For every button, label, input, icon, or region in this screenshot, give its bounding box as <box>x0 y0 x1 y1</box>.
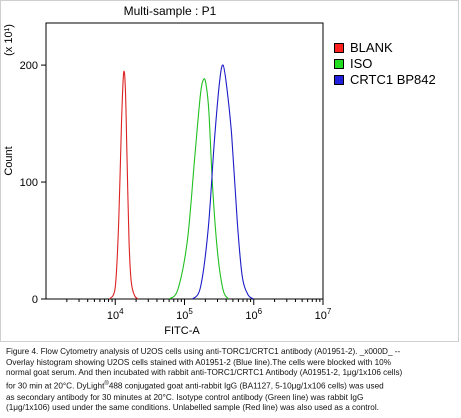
y-axis-label: Count <box>3 146 15 175</box>
caption-line: Overlay histogram showing U2OS cells sta… <box>6 357 391 367</box>
caption-line: normal goat serum. And then incubated wi… <box>6 368 403 378</box>
caption-line: Figure 4. Flow Cytometry analysis of U2O… <box>6 347 401 356</box>
legend-item-blank: BLANK <box>334 40 436 55</box>
series-line-iso <box>168 78 229 300</box>
y-axis-ticks: 0 100 200 <box>20 60 46 306</box>
figure-frame <box>0 0 459 342</box>
legend-swatch-blank <box>334 42 344 53</box>
caption-line: (1μg/1x106) used under the same conditio… <box>6 403 379 413</box>
x-tick-label: 104 <box>107 307 124 322</box>
y-tick-label: 200 <box>20 60 38 72</box>
legend-swatch-iso <box>334 58 344 69</box>
x-axis-label: FITC-A <box>164 325 200 337</box>
legend-swatch-crtc1 <box>334 74 344 85</box>
x-axis-ticks: 104 105 106 107 <box>66 299 332 322</box>
x-tick-label: 105 <box>176 307 193 322</box>
flow-cytometry-histogram: Multi-sample : P1 (x 10¹) Count FITC-A 0… <box>3 4 332 337</box>
x-tick-label: 107 <box>315 307 332 322</box>
caption-line: for 30 min at 20°C. DyLight®488 conjugat… <box>6 379 458 392</box>
legend: BLANK ISO CRTC1 BP842 <box>334 40 436 88</box>
registered-mark: ® <box>104 381 109 388</box>
legend-label-blank: BLANK <box>350 40 393 55</box>
caption-text: 488 conjugated goat anti-rabbit IgG (BA1… <box>108 381 384 391</box>
y-tick-label: 100 <box>20 177 38 189</box>
legend-label-crtc1: CRTC1 BP842 <box>350 72 436 87</box>
legend-item-crtc1: CRTC1 BP842 <box>334 72 436 87</box>
x-tick-label: 106 <box>245 307 262 322</box>
figure-caption: Figure 4. Flow Cytometry analysis of U2O… <box>6 347 458 414</box>
legend-label-iso: ISO <box>350 56 373 71</box>
caption-text: for 30 min at 20°C. DyLight <box>6 381 105 391</box>
histogram-series <box>109 64 255 300</box>
legend-item-iso: ISO <box>334 56 436 71</box>
series-line-crtc1-bp842 <box>191 64 255 300</box>
caption-line: as secondary antibody for 30 minutes at … <box>6 392 364 402</box>
series-line-blank <box>109 70 139 300</box>
y-axis-multiplier: (x 10¹) <box>3 24 15 56</box>
y-tick-label: 0 <box>32 294 38 306</box>
chart-title: Multi-sample : P1 <box>124 4 217 18</box>
